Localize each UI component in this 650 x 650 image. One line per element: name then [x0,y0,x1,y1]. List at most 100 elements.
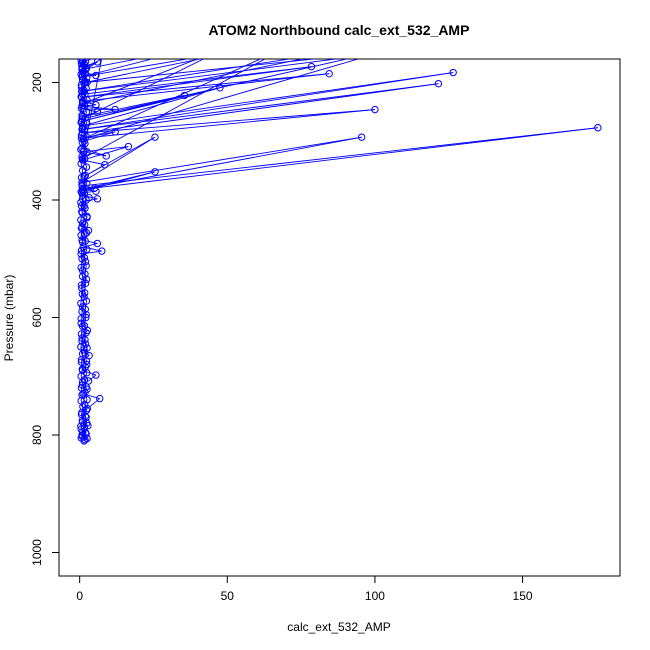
data-point [80,220,89,229]
x-tick-label: 0 [76,589,83,603]
data-point [81,171,89,180]
data-point [111,105,119,114]
series-segment [80,293,83,304]
data-point [357,133,366,141]
data-point [96,394,104,403]
data-point [151,133,159,141]
data-point [78,59,87,66]
data-point [77,131,86,140]
data-point [80,155,89,163]
y-axis: 200 400 600 800 1000 [30,72,60,566]
series-segment [81,59,349,120]
series-segment [82,73,330,102]
series-segment [82,72,454,127]
series-segment [84,292,87,302]
data-point [254,44,260,50]
data-point [151,168,159,176]
series-segment [84,241,88,250]
series-segment [81,59,103,70]
data-point [77,246,86,255]
data-point [83,396,91,404]
data-point [82,163,91,171]
data-point [82,329,90,337]
series-segment [81,66,312,98]
data-point [82,262,90,270]
series-segment [81,59,205,120]
data-point [78,99,87,108]
data-point [80,376,89,384]
data-point [83,179,91,188]
data-point [102,152,110,160]
data-point [78,272,87,281]
data-point [80,400,89,409]
data-point [224,44,230,50]
series-segment [81,59,340,92]
data-point [78,65,86,74]
series-segment [80,318,84,327]
data-point [80,349,89,357]
data-point [325,69,333,78]
series-segment [82,127,598,190]
data-point [80,253,89,262]
y-tick-label: 800 [30,425,44,445]
data-point [594,124,602,132]
series-segment [82,83,439,134]
y-tick-label: 200 [30,72,44,92]
series-segment [81,59,140,71]
x-tick-label: 50 [221,589,235,603]
data-point [81,204,89,212]
series-segment [84,339,88,349]
data-point [78,181,86,189]
data-point [83,245,91,254]
x-axis: 0 50 100 150 [76,575,533,603]
series-segment [84,273,87,284]
series-segment [81,239,98,244]
data-point [371,105,379,114]
data-point [80,289,89,297]
data-point [77,281,86,289]
series-segment [81,136,362,183]
data-point [80,322,89,330]
series-segment [83,164,105,177]
series-segment [84,399,88,405]
series-segment [81,127,598,187]
data-point [195,44,201,50]
data-point [82,229,91,237]
data-point [101,161,109,169]
series-segment [80,326,84,335]
series-segment [84,352,87,362]
series-segment [82,59,154,78]
series-segment [84,283,87,293]
data-point [83,344,91,352]
series-segment [82,59,190,78]
data-point [81,78,90,87]
series-segment [83,77,88,83]
data-point [90,184,99,192]
series-segment [81,72,454,130]
series-segment [85,59,202,83]
data-point [82,383,90,391]
y-tick-label: 400 [30,190,44,210]
data-point [124,142,133,151]
data-point [98,247,106,255]
series-segment [85,59,319,83]
data-point [82,357,91,365]
data-point [82,196,90,204]
data-point [81,270,89,278]
data-point [77,358,86,366]
data-point [80,189,89,197]
series-segment [84,232,87,242]
series-segment [83,59,360,140]
data-point [92,71,100,80]
y-axis-label: Pressure (mbar) [2,275,16,362]
series-segment [84,208,88,217]
data-point [82,297,91,305]
series-segment [83,59,262,140]
data-point [78,87,86,96]
data-point [83,74,91,82]
series-segment [81,59,292,92]
data-point [93,239,102,248]
data-point [82,313,90,322]
series-segment [82,59,305,105]
